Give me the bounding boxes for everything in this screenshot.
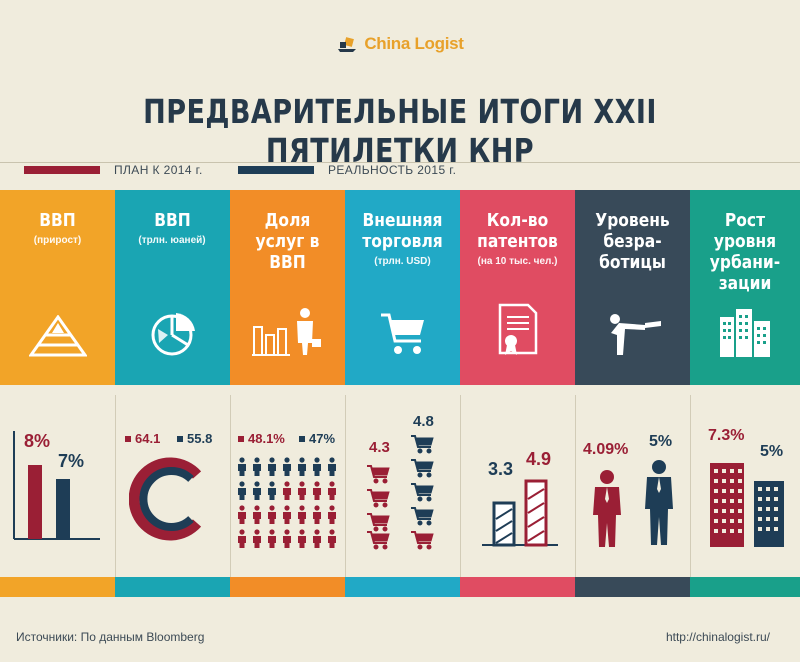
- gdp-growth-real: 7%: [58, 451, 85, 471]
- legend-plan-label: ПЛАН К 2014 г.: [114, 163, 203, 177]
- trade-plan: 4.3: [369, 439, 390, 456]
- category-unemployment: Уровень безра-ботицы: [575, 190, 690, 385]
- gdp-growth-plan: 8%: [24, 431, 51, 451]
- category-title: ВВП: [154, 210, 191, 231]
- logo-text: China Logist: [364, 34, 464, 53]
- category-trade: Внешняя торговля (трлн. USD): [345, 190, 460, 385]
- page-title: ПРЕДВАРИТЕЛЬНЫЕ ИТОГИ XXII ПЯТИЛЕТКИ КНР: [143, 92, 657, 170]
- column-divider: [115, 395, 116, 597]
- category-subtitle: (на 10 тыс. чел.): [477, 256, 558, 267]
- column-divider: [575, 395, 576, 597]
- strip-gdp-total: [115, 577, 230, 597]
- gdp-growth-bars: [13, 431, 100, 540]
- site-link[interactable]: http://chinalogist.ru/: [665, 630, 770, 644]
- certificate-icon: [460, 303, 575, 357]
- category-title: Внешняя торговля: [362, 210, 443, 252]
- cell-urbanization: 7.3% 5%: [690, 395, 800, 597]
- category-title: Уровень безра-ботицы: [595, 210, 670, 273]
- patents-bars: [482, 479, 558, 547]
- category-title: Кол-во патентов: [477, 210, 558, 252]
- pyramid-icon: [0, 315, 115, 357]
- column-divider: [690, 395, 691, 597]
- legend-real-label: РЕАЛЬНОСТЬ 2015 г.: [328, 163, 457, 177]
- trade-real: 4.8: [413, 413, 434, 430]
- strip-gdp-growth: [0, 577, 115, 597]
- cell-gdp-growth: 8% 7%: [0, 395, 115, 597]
- legend-plan-swatch: [24, 166, 100, 174]
- category-gdp-total: ВВП (трлн. юаней): [115, 190, 230, 385]
- strip-urbanization: [690, 577, 800, 597]
- category-header-row: ВВП (прирост) ВВП (трлн. юаней) Доля усл…: [0, 190, 800, 385]
- unemployment-real: 5%: [649, 433, 673, 450]
- column-divider: [230, 395, 231, 597]
- pie-chart-icon: [115, 311, 230, 357]
- trade-carts: [366, 435, 434, 550]
- category-subtitle: (прирост): [33, 235, 82, 246]
- column-divider: [345, 395, 346, 597]
- strip-trade: [345, 577, 460, 597]
- urbanization-real: 5%: [760, 443, 784, 460]
- category-title: Рост уровня урбани-зации: [709, 210, 781, 294]
- services-plan: 48.1%: [248, 431, 285, 446]
- cell-trade: 4.3 4.8: [345, 395, 460, 597]
- category-subtitle: (трлн. USD): [374, 256, 431, 267]
- legend-divider: [0, 162, 800, 163]
- cell-unemployment: 4.09% 5%: [575, 395, 690, 597]
- real-marker: [299, 436, 305, 442]
- logo: China Logist: [0, 34, 800, 58]
- urbanization-plan: 7.3%: [708, 427, 745, 444]
- legend-real: РЕАЛЬНОСТЬ 2015 г.: [238, 163, 456, 177]
- gdp-total-rings: [129, 457, 202, 541]
- values-area: 8% 7% 64.1 55.8 48.1% 47%: [0, 395, 800, 597]
- plan-marker: [125, 436, 131, 442]
- unemployment-plan: 4.09%: [583, 441, 629, 458]
- column-divider: [460, 395, 461, 597]
- urbanization-buildings: [710, 463, 784, 547]
- patents-real: 4.9: [526, 449, 552, 469]
- services-real: 47%: [309, 431, 336, 446]
- category-title: Доля услуг в ВВП: [255, 210, 320, 273]
- gdp-total-plan: 64.1: [135, 431, 161, 446]
- strip-unemployment: [575, 577, 690, 597]
- patents-plan: 3.3: [488, 459, 514, 479]
- unemployment-people: [593, 460, 673, 547]
- legend-real-swatch: [238, 166, 314, 174]
- category-title: ВВП: [39, 210, 76, 231]
- cell-gdp-total: 64.1 55.8: [115, 395, 230, 597]
- bowing-man-icon: [575, 309, 690, 357]
- category-gdp-growth: ВВП (прирост): [0, 190, 115, 385]
- cell-services: 48.1% 47%: [230, 395, 345, 597]
- gdp-total-real: 55.8: [187, 431, 213, 446]
- cell-patents: 3.3 4.9: [460, 395, 575, 597]
- logo-icon: [338, 37, 357, 52]
- businessman-chart-icon: [230, 307, 345, 357]
- category-subtitle: (трлн. юаней): [138, 235, 206, 246]
- services-people-grid: [238, 457, 336, 548]
- category-urbanization: Рост уровня урбани-зации: [690, 190, 800, 385]
- strip-services: [230, 577, 345, 597]
- shopping-cart-icon: [345, 311, 460, 357]
- source-text: Источники: По данным Bloomberg: [16, 630, 205, 644]
- category-patents: Кол-во патентов (на 10 тыс. чел.): [460, 190, 575, 385]
- legend-plan: ПЛАН К 2014 г.: [24, 163, 203, 177]
- real-marker: [177, 436, 183, 442]
- buildings-icon: [690, 307, 800, 357]
- category-services: Доля услуг в ВВП: [230, 190, 345, 385]
- strip-patents: [460, 577, 575, 597]
- plan-marker: [238, 436, 244, 442]
